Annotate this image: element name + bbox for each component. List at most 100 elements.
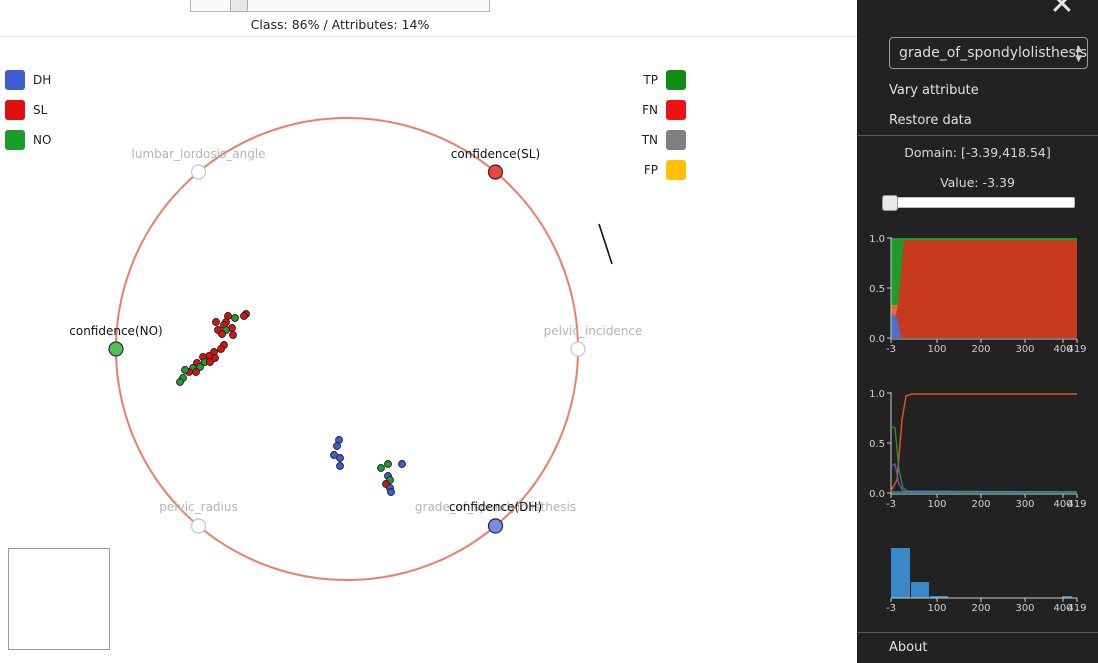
- select-arrows-icon: ▲ ▼: [1075, 44, 1082, 64]
- radviz-plot[interactable]: lumbar_lordosis_angle confidence(SL) confi…: [0, 0, 857, 663]
- legend-label: NO: [33, 133, 52, 147]
- x-tick-label: -3: [886, 499, 896, 510]
- legend-item-sl[interactable]: SL: [5, 100, 47, 120]
- data-point[interactable]: [176, 378, 184, 386]
- data-point[interactable]: [336, 454, 344, 462]
- data-point[interactable]: [384, 460, 392, 468]
- color-swatch: [5, 130, 25, 150]
- data-point[interactable]: [336, 462, 344, 470]
- anchor-lumbar-lordosis-angle[interactable]: [190, 164, 207, 180]
- legend-item-tp[interactable]: TP: [630, 70, 686, 90]
- hist-bar: [930, 596, 948, 598]
- anchor-confidence-no[interactable]: [108, 341, 124, 357]
- legend-item-fp[interactable]: FP: [630, 160, 686, 180]
- histogram-chart: [891, 548, 1077, 599]
- value-label: Value: -3.39: [940, 175, 1015, 190]
- legend-label: FP: [643, 163, 658, 177]
- y-tick-label: 1.0: [869, 234, 885, 245]
- y-tick-label: 0.5: [869, 284, 885, 295]
- legend-item-dh[interactable]: DH: [5, 70, 51, 90]
- color-swatch: [5, 70, 25, 90]
- color-swatch: [666, 130, 686, 150]
- x-tick-label: 100: [927, 499, 946, 510]
- data-point[interactable]: [240, 312, 248, 320]
- y-tick-label: 0.0: [869, 334, 885, 345]
- attribute-select-value: grade_of_spondylolisthesis: [899, 45, 1087, 61]
- data-point[interactable]: [181, 366, 189, 374]
- value-slider[interactable]: [882, 195, 1075, 211]
- anchor-label[interactable]: pelvic_incidence: [544, 324, 643, 338]
- minimap[interactable]: [8, 548, 110, 650]
- legend-label: TN: [641, 133, 658, 147]
- restore-data-button[interactable]: Restore data: [889, 113, 972, 128]
- cursor-stroke: [598, 223, 613, 265]
- color-swatch: [666, 160, 686, 180]
- anchor-label[interactable]: pelvic_radius: [159, 500, 237, 514]
- data-point[interactable]: [229, 331, 237, 339]
- anchor-label[interactable]: grade_of_spondylolisthesis: [415, 500, 576, 514]
- anchor-label[interactable]: confidence(NO): [69, 324, 162, 338]
- data-point[interactable]: [206, 358, 214, 366]
- sidebar: ✕ grade_of_spondylolisthesis ▲ ▼ Vary att…: [857, 0, 1098, 663]
- x-tick-label: 400: [1053, 499, 1072, 510]
- x-tick-label: 200: [971, 603, 990, 614]
- y-tick-label: 0.5: [869, 439, 885, 450]
- area-dh-low: [891, 312, 901, 338]
- data-point[interactable]: [212, 318, 220, 326]
- series-no: [890, 425, 1077, 493]
- close-icon[interactable]: ✕: [1049, 0, 1075, 22]
- anchor-pelvic-incidence[interactable]: [570, 341, 586, 357]
- x-tick-label: 419: [1067, 603, 1086, 614]
- about-link[interactable]: About: [889, 640, 928, 655]
- attribute-select[interactable]: grade_of_spondylolisthesis ▲ ▼: [889, 37, 1088, 69]
- x-tick-label: 100: [927, 603, 946, 614]
- data-point[interactable]: [218, 330, 226, 338]
- x-tick-label: 100: [927, 344, 946, 355]
- divider: [857, 135, 1098, 136]
- data-point[interactable]: [217, 345, 225, 353]
- hist-bar: [1062, 596, 1072, 598]
- anchor-label[interactable]: confidence(DH): [449, 500, 542, 514]
- x-tick-label: 419: [1067, 499, 1086, 510]
- value-slider-thumb[interactable]: [882, 195, 898, 211]
- x-tick-label: 400: [1053, 344, 1072, 355]
- probability-line-chart: [890, 392, 1078, 495]
- divider: [0, 36, 857, 37]
- vary-attribute-button[interactable]: Vary attribute: [889, 83, 979, 98]
- x-tick-label: -3: [886, 603, 896, 614]
- legend-item-tn[interactable]: TN: [630, 130, 686, 150]
- hist-bar: [911, 582, 929, 598]
- weight-slider-thumb[interactable]: [230, 0, 248, 12]
- x-tick-label: -3: [886, 344, 896, 355]
- data-point[interactable]: [387, 488, 395, 496]
- anchor-pelvic-radius[interactable]: [190, 518, 207, 534]
- legend-label: TP: [643, 73, 658, 87]
- x-tick-label: 200: [971, 499, 990, 510]
- anchor-confidence-dh[interactable]: [487, 518, 504, 534]
- data-point[interactable]: [398, 460, 406, 468]
- anchor-label[interactable]: lumbar_lordosis_angle: [132, 147, 266, 161]
- legend-item-no[interactable]: NO: [5, 130, 51, 150]
- weight-slider[interactable]: [190, 0, 490, 12]
- color-swatch: [5, 100, 25, 120]
- anchor-confidence-sl[interactable]: [487, 164, 504, 180]
- y-tick-label: 1.0: [869, 389, 885, 400]
- data-point[interactable]: [377, 464, 385, 472]
- x-tick-label: 400: [1053, 603, 1072, 614]
- weight-label: Class: 86% / Attributes: 14%: [250, 17, 430, 32]
- x-tick-label: 300: [1015, 344, 1034, 355]
- x-tick-label: 419: [1067, 344, 1086, 355]
- visualization-panel: Class: 86% / Attributes: 14% DH SL NO TP…: [0, 0, 857, 663]
- anchor-label[interactable]: confidence(SL): [451, 147, 540, 161]
- data-point[interactable]: [192, 368, 200, 376]
- x-tick-label: 300: [1015, 603, 1034, 614]
- legend-item-fn[interactable]: FN: [630, 100, 686, 120]
- x-tick-label: 300: [1015, 499, 1034, 510]
- divider: [857, 632, 1098, 633]
- legend-label: SL: [33, 103, 48, 117]
- data-point[interactable]: [333, 442, 341, 450]
- data-point[interactable]: [231, 314, 239, 322]
- series-dh: [890, 463, 1078, 493]
- y-tick-label: 0.0: [869, 489, 885, 500]
